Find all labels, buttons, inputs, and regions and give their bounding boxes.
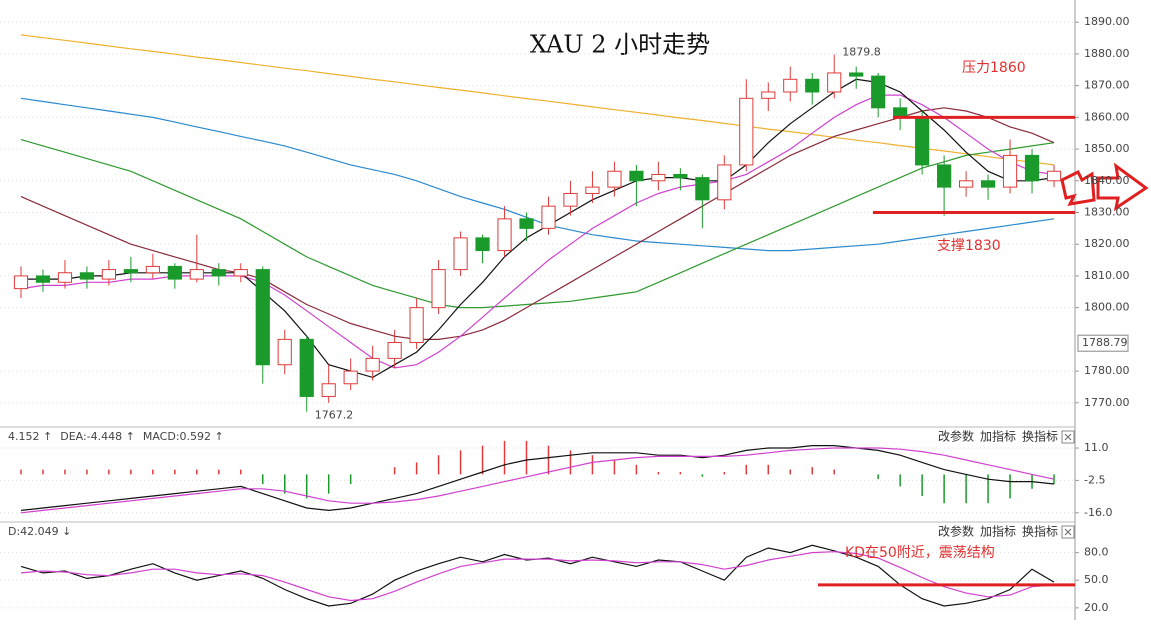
candle-body	[211, 269, 226, 277]
candle-body	[409, 307, 424, 344]
candle-body	[145, 265, 160, 274]
candle-body	[805, 78, 820, 93]
y-tick-label: 1870.00	[1084, 79, 1130, 92]
candle-body	[959, 180, 974, 188]
candle-body	[277, 338, 292, 366]
last-price-label: 1788.79	[1082, 336, 1128, 349]
series-line	[20, 551, 1055, 602]
candle-body	[937, 164, 952, 188]
candle-body	[101, 269, 116, 280]
candle-body	[1046, 170, 1062, 182]
candle-body	[453, 237, 468, 271]
y-tick-label: 11.0	[1084, 441, 1109, 454]
y-tick-label: 1860.00	[1084, 110, 1130, 123]
candle-body	[871, 75, 886, 109]
candle-body	[980, 180, 996, 188]
candle-body	[585, 186, 600, 194]
y-tick-label: 1880.00	[1084, 47, 1130, 60]
candle-body	[431, 269, 446, 309]
candle-body	[255, 269, 270, 366]
level-label: KD在50附近，震荡结构	[845, 545, 995, 561]
level-label: 支撑1830	[937, 238, 1001, 254]
toolbar-button[interactable]: 改参数	[938, 524, 974, 539]
close-icon	[1064, 433, 1072, 441]
toolbar-button[interactable]: 加指标	[980, 524, 1016, 539]
candle-body	[35, 275, 51, 283]
series-line	[20, 34, 1055, 166]
close-icon	[1064, 528, 1072, 536]
candle-body	[13, 275, 29, 290]
candle-body	[629, 170, 644, 182]
candle-body	[915, 116, 930, 166]
candle-body	[695, 177, 710, 201]
candle-body	[123, 269, 138, 274]
candle-body	[387, 342, 402, 359]
candle-body	[739, 97, 754, 166]
toolbar-button[interactable]: 换指标	[1022, 524, 1058, 539]
candle-body	[827, 72, 842, 93]
y-tick-label: 1780.00	[1084, 364, 1130, 377]
level-label: 压力1860	[962, 60, 1026, 76]
arrow-decoration	[1060, 169, 1096, 206]
candle-body	[299, 338, 314, 397]
candle-body	[717, 164, 732, 201]
candle-body	[541, 205, 556, 229]
y-tick-label: 1830.00	[1084, 206, 1130, 219]
candle-body	[1024, 154, 1040, 182]
y-tick-label: 1840.00	[1084, 174, 1130, 187]
y-tick-label: 1890.00	[1084, 15, 1130, 28]
candle-body	[783, 78, 798, 93]
last-price-box	[1077, 334, 1129, 352]
candle-body	[497, 218, 512, 252]
low-label: 1767.2	[315, 409, 354, 422]
toolbar-button[interactable]: 改参数	[938, 429, 974, 444]
y-tick-label: 50.0	[1084, 573, 1109, 586]
y-tick-label: 1800.00	[1084, 301, 1130, 314]
candle-body	[519, 218, 534, 229]
candle-body	[475, 237, 490, 252]
series-line	[20, 139, 1055, 309]
candle-body	[607, 170, 622, 188]
candle-body	[189, 269, 204, 280]
candle-body	[563, 192, 578, 207]
y-tick-label: 80.0	[1084, 546, 1109, 559]
candle-body	[849, 72, 864, 77]
indicator-readout: 4.152 ↑	[8, 430, 52, 443]
high-label: 1879.8	[842, 46, 881, 59]
arrow-decoration	[1096, 162, 1149, 212]
toolbar-button[interactable]: 加指标	[980, 429, 1016, 444]
y-tick-label: 1810.00	[1084, 269, 1130, 282]
candle-body	[321, 383, 336, 397]
y-tick-label: 1820.00	[1084, 237, 1130, 250]
candle-body	[57, 272, 73, 283]
series-line	[20, 97, 1055, 252]
y-tick-label: -2.5	[1084, 473, 1105, 486]
candle-body	[651, 173, 666, 182]
y-tick-label: 20.0	[1084, 601, 1109, 614]
indicator-readout: MACD:0.592 ↑	[143, 430, 224, 443]
candle-body	[673, 173, 688, 179]
y-tick-label: -16.0	[1084, 506, 1112, 519]
candle-body	[79, 272, 95, 280]
candle-body	[233, 269, 248, 277]
indicator-readout: D:42.049 ↓	[8, 525, 71, 538]
series-line	[20, 107, 1055, 340]
y-tick-label: 1850.00	[1084, 142, 1130, 155]
candle-body	[167, 265, 182, 280]
candle-body	[343, 370, 358, 385]
y-tick-label: 1770.00	[1084, 396, 1130, 409]
series-line	[20, 447, 1055, 514]
indicator-readout: DEA:-4.448 ↑	[60, 430, 135, 443]
candle-body	[1002, 154, 1018, 188]
toolbar-button[interactable]: 换指标	[1022, 429, 1058, 444]
candle-body	[761, 91, 776, 99]
series-line	[20, 445, 1055, 512]
candle-body	[365, 357, 380, 372]
